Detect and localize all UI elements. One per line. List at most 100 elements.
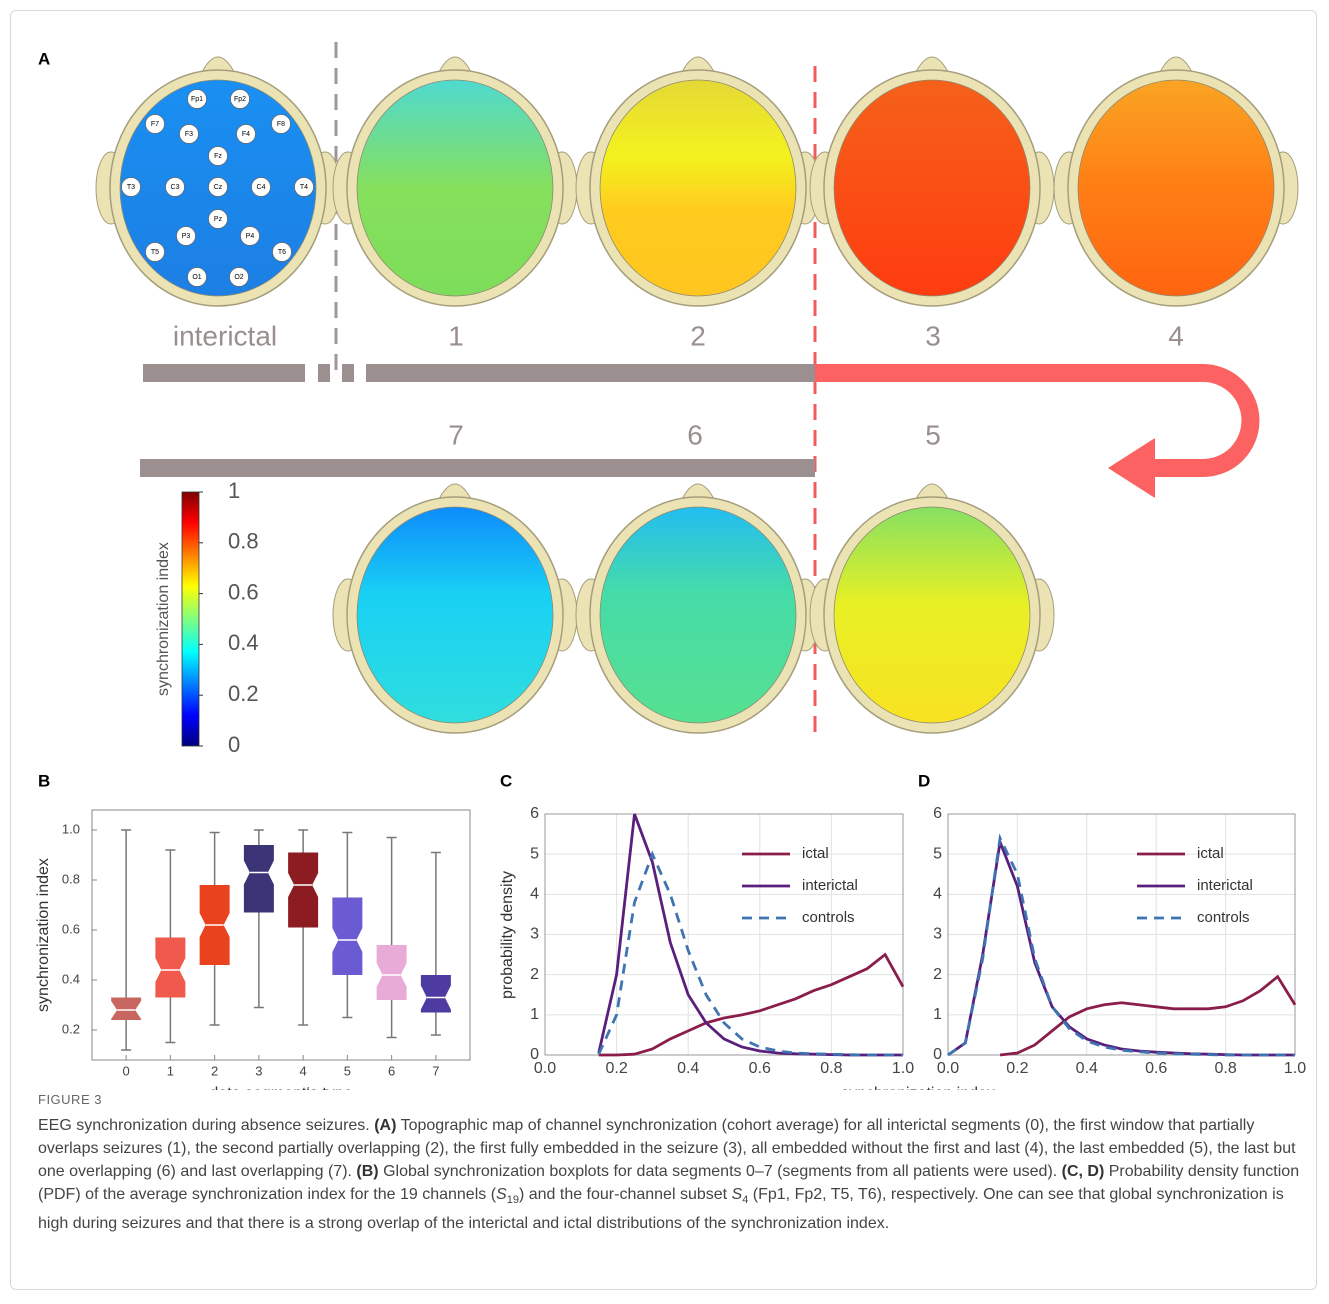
caption: EEG synchronization during absence seizu… bbox=[38, 1114, 1300, 1235]
legend-label: ictal bbox=[802, 845, 829, 862]
colorbar-tick-label: 0.8 bbox=[228, 529, 259, 554]
y-tick-label: 3 bbox=[933, 926, 942, 943]
caption-text: Topographic map of channel synchronizati… bbox=[38, 1117, 1296, 1180]
electrode-label: Fz bbox=[214, 153, 222, 160]
caption-text: (C, D) bbox=[1061, 1163, 1105, 1180]
y-tick-label: 5 bbox=[530, 845, 539, 862]
electrode bbox=[271, 114, 291, 134]
legend-label: interictal bbox=[802, 877, 858, 894]
caption-text: S bbox=[731, 1186, 743, 1203]
bar bbox=[140, 459, 815, 477]
y-tick-label: 0.2 bbox=[62, 1021, 80, 1036]
caption-text: S bbox=[496, 1186, 507, 1203]
electrode-label: T6 bbox=[278, 249, 286, 256]
electrode-label: F7 bbox=[151, 121, 159, 128]
box bbox=[332, 897, 363, 975]
bar bbox=[342, 364, 354, 382]
line bbox=[597, 850, 903, 1057]
electrode bbox=[294, 177, 314, 197]
x-tick-label: 6 bbox=[388, 1063, 395, 1078]
electrode-label: T5 bbox=[151, 249, 159, 256]
x-tick-label: 0.4 bbox=[677, 1060, 699, 1077]
caption-text: ) and the four-channel subset bbox=[518, 1186, 732, 1203]
electrode-label: F3 bbox=[185, 131, 193, 138]
electrode bbox=[236, 124, 256, 144]
legend-label: controls bbox=[1197, 909, 1250, 926]
electrode bbox=[176, 226, 196, 246]
electrode bbox=[208, 177, 228, 197]
electrode bbox=[145, 242, 165, 262]
x-tick-label: 0.8 bbox=[1214, 1060, 1236, 1077]
electrode-label: Pz bbox=[214, 216, 223, 223]
caption-text: 19 bbox=[506, 1194, 519, 1207]
electrode bbox=[179, 124, 199, 144]
colorbar-tick-label: 1 bbox=[228, 478, 240, 503]
segment-label: 4 bbox=[1168, 320, 1184, 351]
scalp-map bbox=[356, 79, 554, 297]
electrode-label: P4 bbox=[246, 233, 255, 240]
box bbox=[243, 845, 274, 913]
y-tick-label: 0.8 bbox=[62, 871, 80, 886]
scalp-map bbox=[1077, 79, 1275, 297]
plot-frame bbox=[947, 813, 1296, 1056]
y-tick-label: 3 bbox=[530, 926, 539, 943]
x-tick-label: 0.2 bbox=[605, 1060, 627, 1077]
segment-label: 5 bbox=[925, 419, 941, 450]
plot-frame bbox=[544, 813, 904, 1056]
bar bbox=[366, 364, 815, 382]
caption-text: Global synchronization boxplots for data… bbox=[378, 1163, 1062, 1180]
electrode bbox=[187, 267, 207, 287]
x-tick-label: 1 bbox=[167, 1063, 174, 1078]
electrode-label: C3 bbox=[171, 184, 180, 191]
box bbox=[155, 937, 186, 998]
segment-label: 6 bbox=[687, 419, 703, 450]
electrode-label: F4 bbox=[242, 131, 250, 138]
line bbox=[598, 952, 905, 1057]
x-tick-label: 0.6 bbox=[1145, 1060, 1167, 1077]
segment-label: 2 bbox=[690, 320, 706, 351]
colorbar-tick-label: 0 bbox=[228, 732, 240, 757]
caption-text: Probability density function (PDF) of th… bbox=[38, 1163, 1300, 1203]
x-tick-label: 0.8 bbox=[820, 1060, 842, 1077]
x-tick-label: 5 bbox=[344, 1063, 351, 1078]
y-tick-label: 6 bbox=[530, 805, 539, 822]
y-tick-label: 5 bbox=[933, 845, 942, 862]
electrode bbox=[230, 89, 250, 109]
segment-label: interictal bbox=[173, 320, 277, 351]
electrode bbox=[121, 177, 141, 197]
caption-label: FIGURE 3 bbox=[38, 1092, 102, 1107]
legend-label: interictal bbox=[1197, 877, 1253, 894]
scalp-map bbox=[833, 506, 1031, 724]
colorbar-title: synchronization index bbox=[155, 542, 172, 696]
electrode-label: Fp2 bbox=[234, 96, 246, 103]
electrode bbox=[208, 209, 228, 229]
x-tick-label: 3 bbox=[255, 1063, 262, 1078]
panel-label: A bbox=[38, 49, 50, 68]
y-tick-label: 2 bbox=[933, 966, 942, 983]
electrode bbox=[229, 267, 249, 287]
colorbar-tick-label: 0.4 bbox=[228, 630, 259, 655]
y-tick-label: 6 bbox=[933, 805, 942, 822]
segment-label: 1 bbox=[448, 320, 464, 351]
x-tick-label: 0.4 bbox=[1076, 1060, 1098, 1077]
x-tick-label: 1.0 bbox=[1284, 1060, 1306, 1077]
x-tick-label: 0.6 bbox=[749, 1060, 771, 1077]
panel-label: C bbox=[500, 771, 512, 790]
line bbox=[999, 974, 1297, 1057]
caption-text: (A) bbox=[374, 1117, 397, 1134]
y-tick-label: 1.0 bbox=[62, 821, 80, 836]
y-tick-label: 1 bbox=[530, 1006, 539, 1023]
figure-frame bbox=[10, 10, 1317, 1290]
panel-label: D bbox=[918, 771, 930, 790]
y-tick-label: 0 bbox=[530, 1046, 539, 1063]
y-tick-label: 0.4 bbox=[62, 971, 80, 986]
y-axis-title: synchronization index bbox=[35, 858, 52, 1012]
electrode-label: T4 bbox=[300, 184, 308, 191]
line bbox=[947, 833, 1295, 1057]
arrow-head bbox=[1108, 438, 1155, 498]
electrode bbox=[145, 114, 165, 134]
y-tick-label: 1 bbox=[933, 1006, 942, 1023]
scalp-map bbox=[599, 79, 797, 297]
